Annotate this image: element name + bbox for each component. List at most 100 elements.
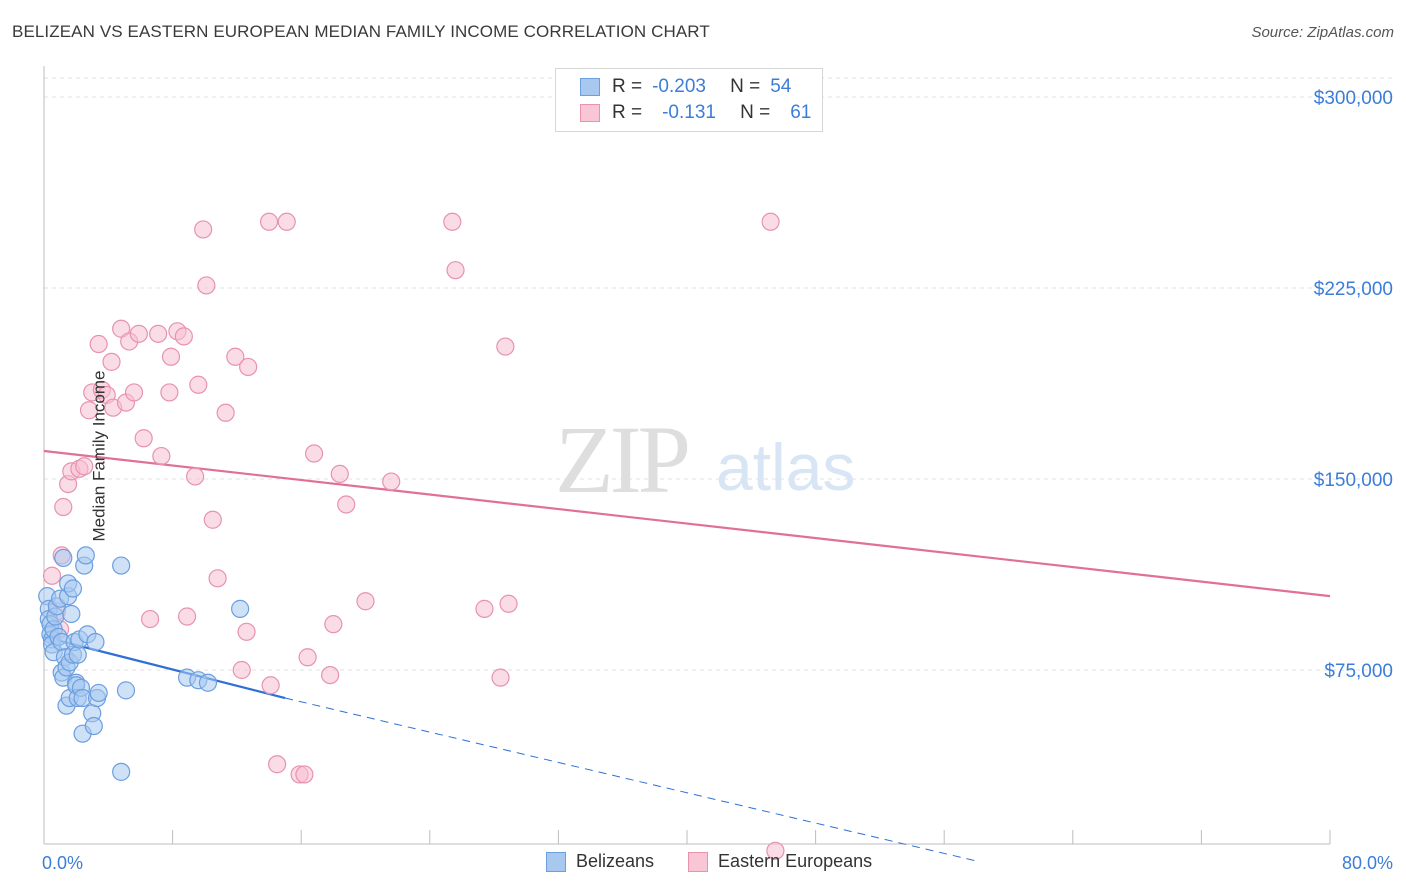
data-point-pink <box>259 212 279 231</box>
legend-swatch-blue <box>546 851 566 872</box>
data-point-pink <box>189 375 208 394</box>
data-point-pink <box>761 212 780 231</box>
data-point-blue <box>89 683 108 703</box>
y-axis-label: Median Family Income <box>89 370 109 542</box>
data-point-pink <box>226 347 245 366</box>
data-point-pink <box>304 444 324 463</box>
data-point-pink <box>496 337 515 356</box>
data-point-pink <box>160 383 179 402</box>
data-point-pink <box>124 383 144 402</box>
axes <box>43 66 1331 845</box>
data-point-pink <box>54 497 73 517</box>
data-point-pink <box>89 334 108 354</box>
correlation-legend: R = -0.203 N = 54 R = -0.131 N = 61 <box>555 68 823 132</box>
y-tick-label: $300,000 <box>1314 88 1393 109</box>
data-point-pink <box>129 324 148 343</box>
data-point-pink <box>208 569 227 588</box>
y-tick-label: $225,000 <box>1314 279 1393 300</box>
legend-n-label: N = <box>730 76 761 97</box>
data-point-pink <box>194 220 213 239</box>
data-point-pink <box>161 347 181 366</box>
legend-row-belizeans: R = -0.203 N = 54 <box>580 75 791 99</box>
data-point-pink <box>186 467 205 486</box>
data-point-pink <box>216 403 235 422</box>
data-point-pink <box>75 457 94 476</box>
data-point-blue <box>116 681 136 700</box>
trend-lines <box>43 449 1331 862</box>
legend-item-belizeans[interactable]: Belizeans <box>546 851 654 872</box>
data-point-pink <box>239 357 258 377</box>
trend-extension-blue <box>285 697 977 862</box>
data-point-blue <box>62 604 81 624</box>
data-point-blue <box>84 716 103 736</box>
data-point-pink <box>446 261 465 280</box>
data-point-pink <box>491 668 510 687</box>
data-point-pink <box>140 609 160 629</box>
data-point-blue <box>112 762 131 781</box>
data-point-pink <box>174 327 193 346</box>
legend-n-value: 54 <box>770 76 792 97</box>
data-point-pink <box>134 429 153 448</box>
trend-line-pink <box>43 449 1331 598</box>
data-point-pink <box>261 676 280 695</box>
data-point-pink <box>382 472 401 491</box>
legend-label-eastern-europeans: Eastern Europeans <box>718 851 873 871</box>
data-point-pink <box>267 755 287 774</box>
data-point-blue <box>231 599 250 618</box>
data-point-pink <box>203 510 222 529</box>
x-tick-label: 80.0% <box>1342 853 1393 873</box>
y-tick-label: $150,000 <box>1314 470 1393 491</box>
data-point-pink <box>232 660 251 680</box>
watermark: ZIP atlas <box>555 406 855 513</box>
data-point-pink <box>277 212 296 231</box>
legend-swatch-blue <box>580 78 600 96</box>
data-point-pink <box>102 352 121 371</box>
data-point-pink <box>324 615 343 634</box>
legend-row-eastern-europeans: R = -0.131 N = 61 <box>580 101 811 125</box>
data-points <box>38 212 785 860</box>
legend-swatch-pink <box>580 104 600 122</box>
data-point-blue <box>198 673 218 692</box>
data-point-pink <box>356 592 375 611</box>
data-point-pink <box>298 648 317 667</box>
data-point-pink <box>337 495 356 514</box>
data-point-blue <box>86 632 105 652</box>
data-point-pink <box>443 212 462 231</box>
legend-n-label: N = <box>740 102 771 123</box>
x-tick-label: 0.0% <box>42 853 83 873</box>
data-point-pink <box>321 665 340 685</box>
data-point-pink <box>152 446 171 466</box>
watermark-zip: ZIP <box>555 406 688 513</box>
source-label: Source: ZipAtlas.com <box>1251 24 1394 41</box>
data-point-blue <box>112 556 131 575</box>
data-point-pink <box>766 841 785 860</box>
data-point-pink <box>197 276 216 295</box>
watermark-atlas: atlas <box>716 430 855 504</box>
legend-r-label: R = <box>612 76 643 97</box>
data-point-blue <box>76 546 95 565</box>
legend-r-value: -0.131 <box>662 102 716 123</box>
data-point-pink <box>42 566 62 585</box>
legend-r-label: R = <box>612 102 643 123</box>
legend-n-value: 61 <box>790 102 812 123</box>
legend-r-value: -0.203 <box>652 76 706 97</box>
chart-title: BELIZEAN VS EASTERN EUROPEAN MEDIAN FAMI… <box>12 22 710 41</box>
data-point-pink <box>177 607 197 626</box>
data-point-pink <box>79 401 99 420</box>
data-point-pink <box>237 622 256 641</box>
data-point-pink <box>499 594 518 613</box>
legend-item-eastern-europeans[interactable]: Eastern Europeans <box>688 851 872 872</box>
tick-labels: $75,000 $150,000 $225,000 $300,000 0.0% 80.0% <box>42 88 1393 873</box>
data-point-blue <box>63 579 83 598</box>
data-point-blue <box>68 645 87 664</box>
legend-label-belizeans: Belizeans <box>576 851 655 871</box>
legend-swatch-pink <box>688 851 709 872</box>
data-point-pink <box>475 599 494 618</box>
data-point-pink <box>330 464 349 484</box>
data-point-pink <box>295 765 314 784</box>
data-point-blue <box>54 548 73 568</box>
series-legend: Belizeans Eastern Europeans <box>546 851 906 872</box>
data-point-pink <box>149 324 168 343</box>
y-tick-label: $75,000 <box>1324 661 1393 682</box>
